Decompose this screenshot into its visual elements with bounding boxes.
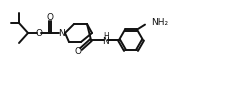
Text: O: O bbox=[35, 29, 42, 38]
Text: N: N bbox=[102, 36, 109, 45]
Text: NH₂: NH₂ bbox=[150, 18, 167, 27]
Text: H: H bbox=[103, 32, 108, 41]
Text: O: O bbox=[46, 13, 53, 21]
Text: N: N bbox=[58, 29, 65, 38]
Text: O: O bbox=[74, 48, 81, 57]
